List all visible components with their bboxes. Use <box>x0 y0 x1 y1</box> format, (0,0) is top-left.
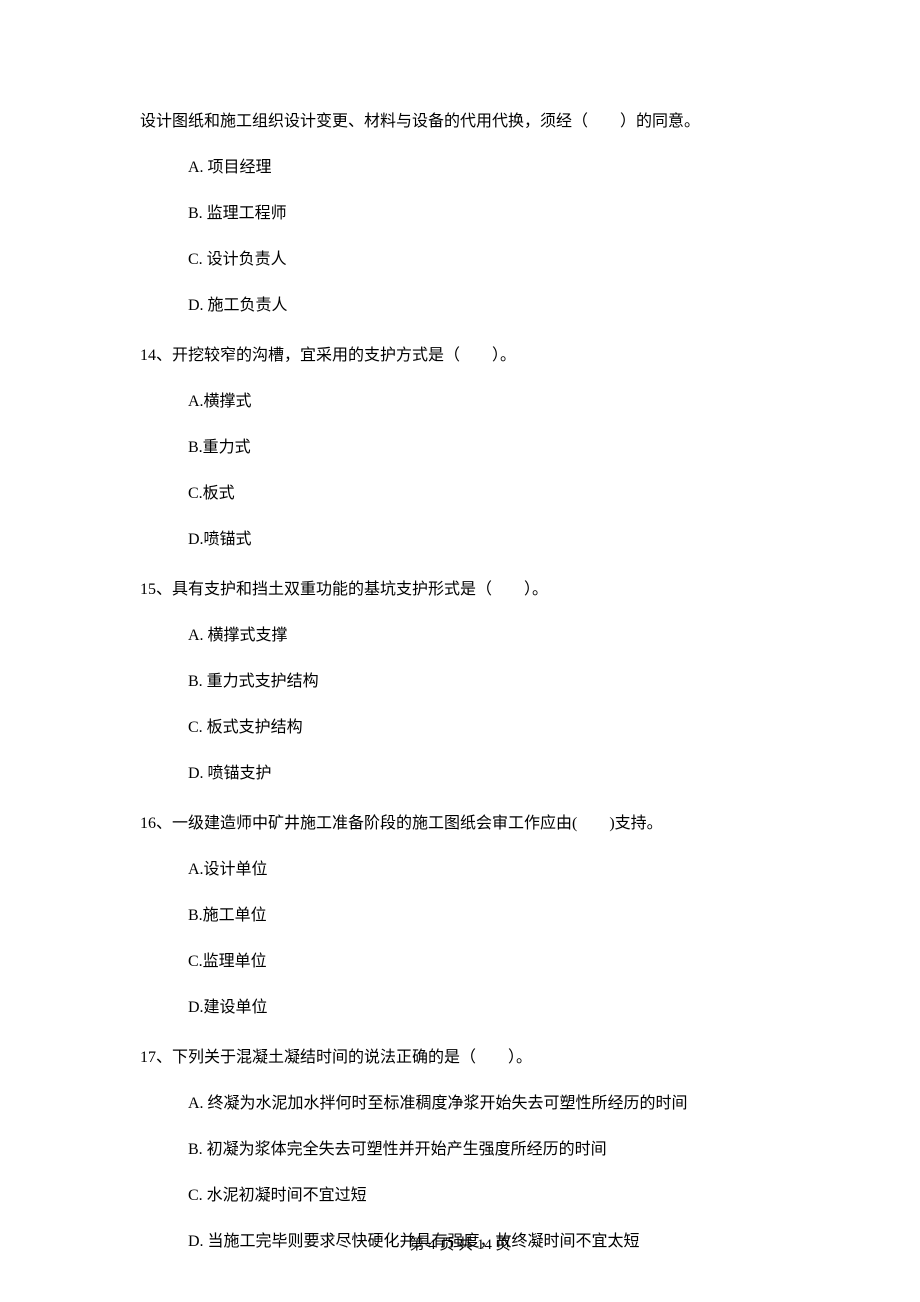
option-d: D.建设单位 <box>188 996 780 1020</box>
question-stem: 15、具有支护和挡土双重功能的基坑支护形式是（ ）。 <box>140 578 780 602</box>
option-b: B.施工单位 <box>188 904 780 928</box>
option-a: A. 项目经理 <box>188 156 780 180</box>
question-number: 15、 <box>140 581 172 598</box>
option-a: A.横撑式 <box>188 390 780 414</box>
question-stem: 17、下列关于混凝土凝结时间的说法正确的是（ ）。 <box>140 1046 780 1070</box>
question-13-cont: 设计图纸和施工组织设计变更、材料与设备的代用代换，须经（ ）的同意。 A. 项目… <box>140 110 780 318</box>
option-d: D. 施工负责人 <box>188 294 780 318</box>
option-b: B. 重力式支护结构 <box>188 670 780 694</box>
option-c: C. 板式支护结构 <box>188 716 780 740</box>
option-a: A. 横撑式支撑 <box>188 624 780 648</box>
option-a: A. 终凝为水泥加水拌何时至标准稠度净浆开始失去可塑性所经历的时间 <box>188 1092 780 1116</box>
page-footer: 第 4 页 共 14 页 <box>0 1233 920 1254</box>
option-list: A. 横撑式支撑 B. 重力式支护结构 C. 板式支护结构 D. 喷锚支护 <box>140 624 780 786</box>
option-d: D. 喷锚支护 <box>188 762 780 786</box>
option-d: D.喷锚式 <box>188 528 780 552</box>
page-content: 设计图纸和施工组织设计变更、材料与设备的代用代换，须经（ ）的同意。 A. 项目… <box>0 0 920 1254</box>
stem-text: 设计图纸和施工组织设计变更、材料与设备的代用代换，须经（ ）的同意。 <box>140 113 700 130</box>
question-number: 17、 <box>140 1049 172 1066</box>
question-stem: 设计图纸和施工组织设计变更、材料与设备的代用代换，须经（ ）的同意。 <box>140 110 780 134</box>
option-b: B.重力式 <box>188 436 780 460</box>
question-17: 17、下列关于混凝土凝结时间的说法正确的是（ ）。 A. 终凝为水泥加水拌何时至… <box>140 1046 780 1254</box>
question-number: 14、 <box>140 347 172 364</box>
stem-text: 一级建造师中矿井施工准备阶段的施工图纸会审工作应由( )支持。 <box>172 815 663 832</box>
option-c: C.监理单位 <box>188 950 780 974</box>
option-c: C.板式 <box>188 482 780 506</box>
option-b: B. 监理工程师 <box>188 202 780 226</box>
question-stem: 14、开挖较窄的沟槽，宜采用的支护方式是（ ）。 <box>140 344 780 368</box>
stem-text: 具有支护和挡土双重功能的基坑支护形式是（ ）。 <box>172 581 548 598</box>
option-b: B. 初凝为浆体完全失去可塑性并开始产生强度所经历的时间 <box>188 1138 780 1162</box>
stem-text: 下列关于混凝土凝结时间的说法正确的是（ ）。 <box>172 1049 532 1066</box>
question-stem: 16、一级建造师中矿井施工准备阶段的施工图纸会审工作应由( )支持。 <box>140 812 780 836</box>
option-list: A. 项目经理 B. 监理工程师 C. 设计负责人 D. 施工负责人 <box>140 156 780 318</box>
option-list: A.设计单位 B.施工单位 C.监理单位 D.建设单位 <box>140 858 780 1020</box>
option-list: A.横撑式 B.重力式 C.板式 D.喷锚式 <box>140 390 780 552</box>
question-15: 15、具有支护和挡土双重功能的基坑支护形式是（ ）。 A. 横撑式支撑 B. 重… <box>140 578 780 786</box>
option-a: A.设计单位 <box>188 858 780 882</box>
question-14: 14、开挖较窄的沟槽，宜采用的支护方式是（ ）。 A.横撑式 B.重力式 C.板… <box>140 344 780 552</box>
option-list: A. 终凝为水泥加水拌何时至标准稠度净浆开始失去可塑性所经历的时间 B. 初凝为… <box>140 1092 780 1254</box>
question-16: 16、一级建造师中矿井施工准备阶段的施工图纸会审工作应由( )支持。 A.设计单… <box>140 812 780 1020</box>
question-number: 16、 <box>140 815 172 832</box>
stem-text: 开挖较窄的沟槽，宜采用的支护方式是（ ）。 <box>172 347 516 364</box>
option-c: C. 水泥初凝时间不宜过短 <box>188 1184 780 1208</box>
option-c: C. 设计负责人 <box>188 248 780 272</box>
